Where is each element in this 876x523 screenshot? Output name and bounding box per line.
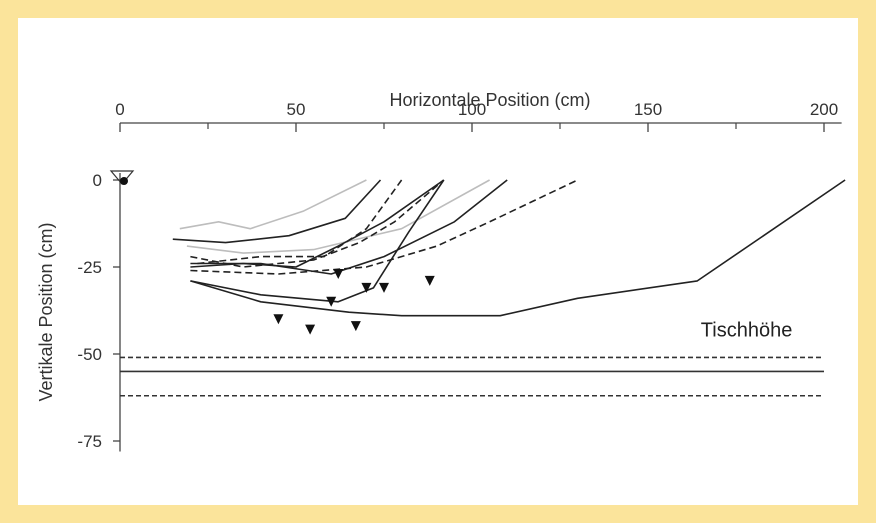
- y-tick-label: -50: [77, 345, 102, 364]
- marker-triangle: [273, 314, 284, 325]
- x-tick-label: 0: [115, 100, 124, 119]
- chart-frame: [18, 18, 858, 505]
- x-axis-title: Horizontale Position (cm): [389, 90, 590, 110]
- series-line: [190, 179, 445, 303]
- series-line: [190, 179, 445, 268]
- marker-triangle: [361, 282, 372, 293]
- y-tick-label: -25: [77, 258, 102, 277]
- x-tick-label: 200: [810, 100, 838, 119]
- marker-triangle: [379, 282, 389, 293]
- reference-lines: [120, 356, 824, 397]
- y-tick-label: -75: [77, 432, 102, 451]
- origin-symbol: [109, 170, 135, 185]
- series-line: [172, 179, 382, 244]
- x-tick-label: 100: [458, 100, 486, 119]
- marker-triangle: [350, 321, 361, 332]
- marker-group: [273, 268, 435, 335]
- series-line: [190, 179, 578, 275]
- tischhoehe-annotation: Tischhöhe: [701, 320, 793, 342]
- axes: 0 50 100 150 200 0 -25 -50 -75: [77, 100, 842, 452]
- origin-dot: [120, 177, 128, 185]
- marker-triangle: [333, 268, 344, 279]
- marker-triangle: [326, 296, 337, 307]
- y-tick-label: 0: [93, 171, 102, 190]
- series-line: [186, 179, 490, 254]
- series-line: [190, 179, 508, 275]
- marker-triangle: [424, 275, 435, 286]
- origin-triangle: [109, 170, 135, 185]
- series-line: [190, 179, 846, 317]
- marker-triangle: [305, 324, 316, 335]
- x-tick-label: 150: [634, 100, 662, 119]
- y-axis-title: Vertikale Position (cm): [36, 222, 56, 401]
- series-group: [172, 179, 846, 317]
- x-tick-label: 50: [287, 100, 306, 119]
- series-line: [179, 179, 367, 230]
